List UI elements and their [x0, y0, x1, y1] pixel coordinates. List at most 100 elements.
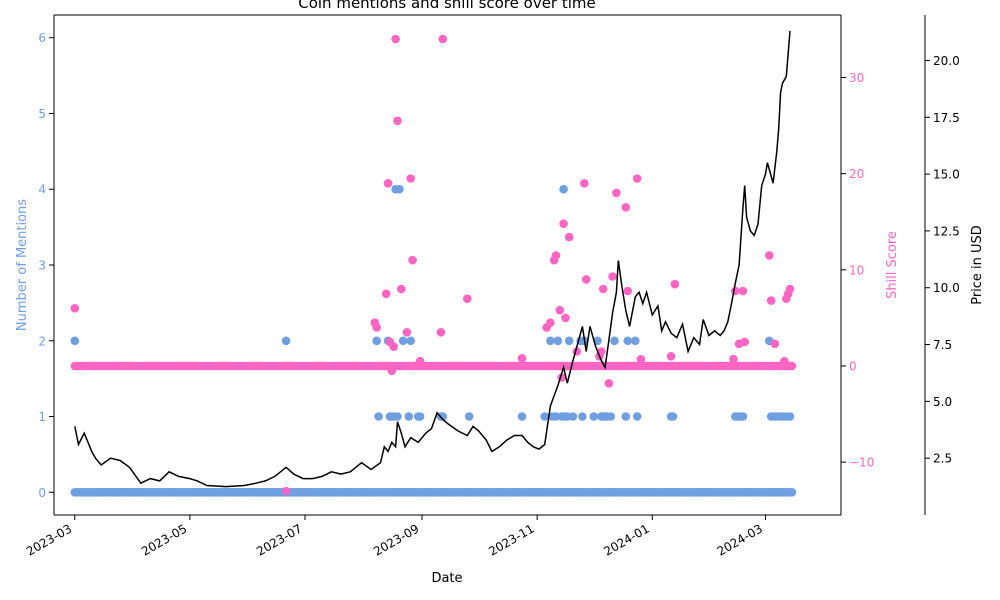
shill-point	[383, 179, 393, 188]
shill-point	[766, 296, 776, 305]
mentions-point	[374, 412, 383, 421]
shill-point	[731, 286, 740, 296]
price-line	[74, 30, 791, 488]
shill-point	[670, 279, 680, 289]
series-mentions	[70, 184, 797, 497]
mentions-point	[553, 336, 563, 346]
shill-point	[576, 361, 585, 371]
x-tick-label: 2023-05	[139, 521, 189, 558]
shill-point	[438, 34, 448, 44]
shill-point	[406, 174, 416, 183]
shill-point	[632, 174, 642, 183]
mentions-tick-label: 1	[38, 410, 46, 424]
mentions-point	[578, 412, 587, 421]
shill-point	[555, 305, 565, 315]
shill-point	[608, 272, 617, 281]
mentions-point	[589, 412, 599, 421]
shill-point	[765, 251, 774, 260]
mentions-point	[564, 336, 574, 346]
price-tick-label: 7.5	[933, 338, 952, 352]
shill-point	[372, 323, 382, 332]
price-tick-label: 17.5	[933, 111, 960, 125]
series-shill	[70, 34, 797, 496]
shill-point	[621, 203, 631, 212]
mentions-point	[785, 412, 795, 421]
price-tick-label: 5.0	[933, 395, 952, 409]
shill-point	[612, 188, 621, 198]
shill-point	[564, 232, 574, 242]
price-tick-label: 15.0	[933, 168, 960, 182]
shill-tick-label: 10	[849, 263, 864, 277]
plot-area: 2023-03 2023-05 2023-07 2023-09 2023-11 2024-…	[24, 14, 960, 559]
mentions-point	[372, 336, 382, 346]
mentions-point	[610, 336, 619, 346]
shill-tick-label: −10	[849, 456, 874, 470]
mentions-tick-label: 0	[38, 486, 46, 500]
mentions-point	[464, 412, 474, 421]
shill-point	[389, 342, 399, 352]
shill-point	[436, 328, 446, 337]
mentions-point	[406, 336, 416, 346]
shill-point	[397, 284, 406, 294]
shill-axis-label: Shill Score	[885, 231, 900, 299]
shill-point	[738, 286, 748, 296]
price-tick-label: 2.5	[933, 452, 952, 466]
mentions-point	[393, 412, 402, 421]
mentions-point	[621, 412, 631, 421]
mentions-point	[438, 412, 448, 421]
shill-point	[787, 361, 797, 371]
shill-point	[598, 284, 608, 294]
shill-tick-label: 0	[849, 359, 857, 373]
shill-point	[770, 339, 780, 349]
mentions-point	[632, 412, 642, 421]
shill-point	[415, 356, 425, 366]
x-tick-label: 2024-01	[601, 521, 651, 558]
mentions-point	[546, 336, 555, 346]
price-axis-label: Price in USD	[970, 225, 985, 305]
shill-point	[408, 255, 417, 265]
shill-point	[563, 361, 572, 371]
shill-point	[729, 354, 738, 364]
price-tick-label: 12.5	[933, 224, 960, 238]
x-axis-label: Date	[431, 571, 462, 586]
shill-point	[463, 294, 472, 304]
mentions-point	[398, 336, 408, 346]
mentions-point	[623, 336, 632, 346]
shill-point	[780, 356, 789, 366]
x-tick-label: 2024-03	[715, 521, 765, 558]
mentions-point	[738, 412, 748, 421]
price-tick-label: 10.0	[933, 281, 960, 295]
price-tick-label: 20.0	[933, 54, 960, 68]
series-price	[74, 30, 791, 488]
shill-point	[551, 251, 561, 260]
shill-point	[281, 486, 291, 496]
mentions-point	[787, 488, 797, 497]
shill-tick-label: 30	[849, 71, 864, 85]
mentions-point	[568, 412, 578, 421]
chart-title: Coin mentions and shill score over time	[298, 0, 596, 12]
mentions-tick-label: 5	[38, 107, 46, 121]
mentions-tick-label: 2	[38, 334, 46, 348]
shill-point	[623, 286, 632, 296]
shill-point	[740, 337, 749, 347]
mentions-tick-label: 4	[38, 183, 46, 197]
mentions-point	[415, 412, 425, 421]
shill-point	[391, 34, 400, 44]
mentions-axis-label: Number of Mentions	[15, 199, 30, 331]
mentions-tick-label: 6	[38, 31, 46, 45]
x-tick-label: 2023-09	[371, 521, 421, 558]
mentions-point	[281, 336, 291, 346]
x-tick-label: 2023-11	[486, 521, 536, 558]
shill-tick-label: 20	[849, 167, 864, 181]
mentions-point	[606, 412, 616, 421]
shill-point	[546, 318, 555, 328]
mentions-point	[70, 336, 80, 346]
shill-point	[580, 179, 589, 188]
x-tick-label: 2023-07	[254, 521, 304, 558]
shill-point	[666, 352, 676, 361]
shill-point	[393, 116, 402, 126]
shill-point	[381, 289, 391, 299]
shill-point	[581, 275, 591, 284]
x-tick-label: 2023-03	[24, 521, 74, 558]
shill-point	[561, 313, 570, 323]
